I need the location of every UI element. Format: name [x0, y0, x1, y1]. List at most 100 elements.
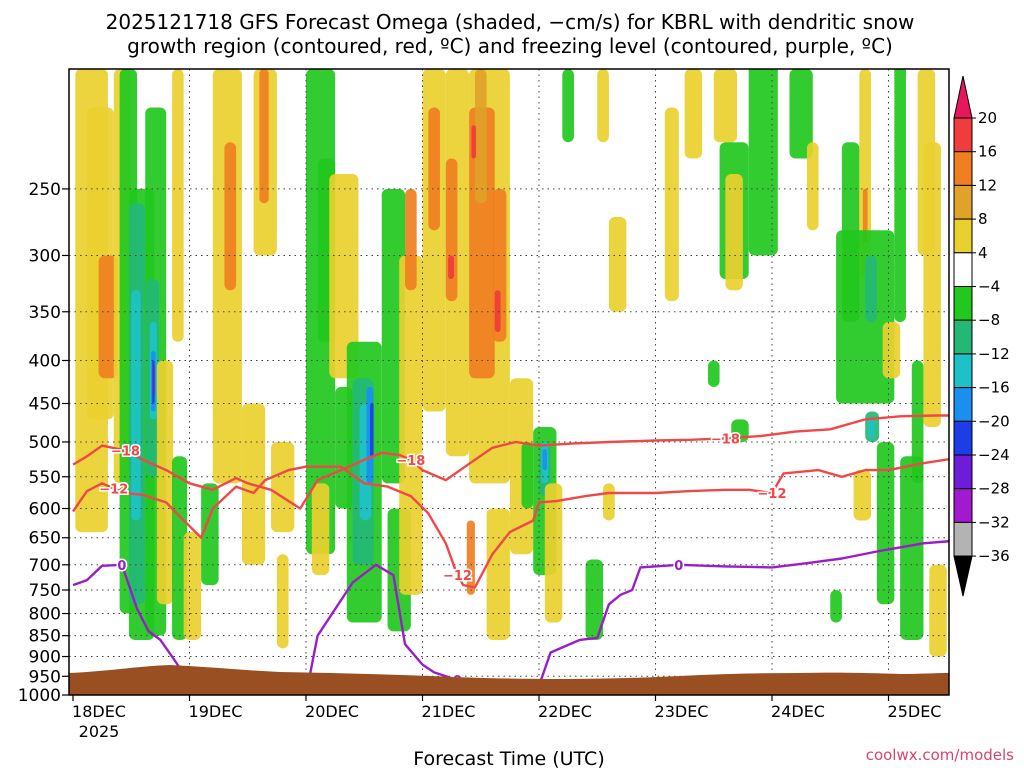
colorbar-label: 4 — [978, 244, 988, 262]
omega-shade-cell — [853, 470, 872, 521]
x-axis-label: Forecast Time (UTC) — [413, 748, 604, 768]
omega-shade-cell — [911, 360, 924, 484]
omega-shade-cell — [183, 532, 202, 640]
y-tick-label: 350 — [29, 303, 61, 323]
omega-shade-cell — [707, 360, 720, 387]
y-tick-label: 600 — [29, 500, 61, 520]
colorbar-label: 8 — [978, 210, 988, 228]
x-tick-label: 25DEC — [888, 702, 942, 721]
y-tick-label: 550 — [29, 468, 61, 488]
x-year-label: 2025 — [79, 722, 120, 741]
omega-shade-cell — [664, 107, 679, 302]
y-tick-label: 900 — [29, 648, 61, 668]
omega-shade-cell — [172, 456, 188, 640]
chart-title-line-2: growth region (contoured, red, ºC) and f… — [127, 34, 893, 58]
omega-shade-cell — [859, 69, 872, 280]
omega-shade-cell — [894, 69, 906, 323]
colorbar-label: 12 — [978, 176, 997, 194]
x-tick-label: 21DEC — [422, 702, 476, 721]
omega-shade-cell — [597, 69, 609, 143]
y-tick-label: 300 — [29, 246, 61, 266]
terrain-ground — [69, 665, 949, 695]
x-tick-label: 24DEC — [771, 702, 825, 721]
colorbar-swatch — [953, 117, 973, 153]
colorbar-swatch — [953, 454, 973, 490]
y-tick-label: 700 — [29, 556, 61, 576]
contour-label: −12 — [99, 483, 128, 498]
x-tick-label: 20DEC — [305, 702, 359, 721]
omega-shade-cell — [224, 142, 237, 291]
colorbar-label: −8 — [978, 311, 1000, 329]
omega-shade-cell — [445, 158, 458, 302]
omega-shade-cell — [152, 365, 155, 396]
colorbar-label: 16 — [978, 143, 997, 161]
colorbar-swatch — [953, 353, 973, 389]
colorbar-label: −24 — [978, 446, 1010, 464]
omega-shading — [75, 69, 947, 657]
y-tick-label: 950 — [29, 667, 61, 687]
colorbar-label: 20 — [978, 109, 997, 127]
y-tick-label: 1000 — [18, 686, 61, 706]
omega-shade-cell — [882, 322, 901, 379]
omega-shade-cell — [399, 255, 423, 595]
omega-shade-cell — [865, 255, 877, 323]
omega-shade-cell — [428, 107, 440, 231]
omega-shade-cell — [562, 69, 574, 143]
omega-shade-cell — [868, 419, 875, 439]
omega-shade-cell — [494, 290, 501, 333]
y-tick-label: 450 — [29, 394, 61, 414]
omega-shade-cell — [405, 188, 417, 291]
colorbar-label: −4 — [978, 278, 1000, 296]
colorbar-label: −16 — [978, 379, 1010, 397]
contour-line — [72, 414, 949, 510]
x-tick-label: 23DEC — [655, 702, 709, 721]
omega-shade-cell — [900, 456, 924, 640]
omega-shade-cell — [131, 290, 141, 521]
colorbar-swatch — [953, 521, 973, 557]
omega-shade-cell — [370, 403, 374, 457]
omega-shade-cell — [521, 441, 534, 509]
omega-shade-cell — [684, 69, 703, 159]
plot-frame — [68, 68, 950, 696]
colorbar-swatch — [953, 488, 973, 523]
omega-shade-cell — [830, 589, 842, 623]
omega-shade-cell — [806, 142, 819, 231]
colorbar-bottom-arrow — [953, 555, 973, 597]
omega-shade-cell — [713, 69, 738, 143]
contour-label: −18 — [111, 445, 140, 460]
omega-shade-cell — [603, 483, 615, 521]
chart-title-line-1: 2025121718 GFS Forecast Omega (shaded, −… — [106, 10, 915, 34]
colorbar-label: −12 — [978, 345, 1010, 363]
colorbar-swatch — [953, 286, 973, 321]
omega-shade-cell — [585, 559, 604, 640]
contour-label: 0 — [674, 559, 683, 574]
omega-shade-cell — [448, 255, 454, 280]
omega-shade-cell — [862, 188, 868, 244]
y-tick-label: 250 — [29, 180, 61, 200]
contour-line — [72, 457, 949, 589]
y-tick-label: 800 — [29, 605, 61, 625]
x-axis: 18DEC 19DEC 20DEC 21DEC 22DEC 23DEC 24DEC 25DEC… — [72, 695, 941, 741]
omega-shade-cell — [789, 69, 813, 159]
contour-label: −12 — [758, 487, 787, 502]
colorbar-swatch — [953, 319, 973, 355]
colorbar: 20 16 12 8 4 −4 −8 −12 −16 −20 −24 −28 −32 −36 — [953, 75, 1010, 597]
x-tick-label: 22DEC — [538, 702, 592, 721]
omega-shade-cell — [98, 255, 118, 379]
y-tick-label: 400 — [29, 352, 61, 372]
contour-label: −12 — [443, 569, 472, 584]
colorbar-label: −36 — [978, 547, 1010, 565]
y-tick-label: 500 — [29, 433, 61, 453]
omega-shade-cell — [486, 508, 510, 640]
credit-text: coolwx.com/models — [866, 746, 1014, 764]
omega-shade-cell — [466, 520, 475, 595]
omega-shade-cell — [748, 69, 778, 256]
y-tick-label: 750 — [29, 581, 61, 601]
omega-shade-cell — [608, 217, 627, 312]
plot-area: 000−12−12−12−18−18−18 — [68, 68, 950, 696]
colorbar-swatch — [953, 184, 973, 220]
omega-shade-cell — [542, 449, 548, 471]
omega-shade-cell — [917, 69, 936, 256]
omega-shade-cell — [544, 483, 563, 623]
